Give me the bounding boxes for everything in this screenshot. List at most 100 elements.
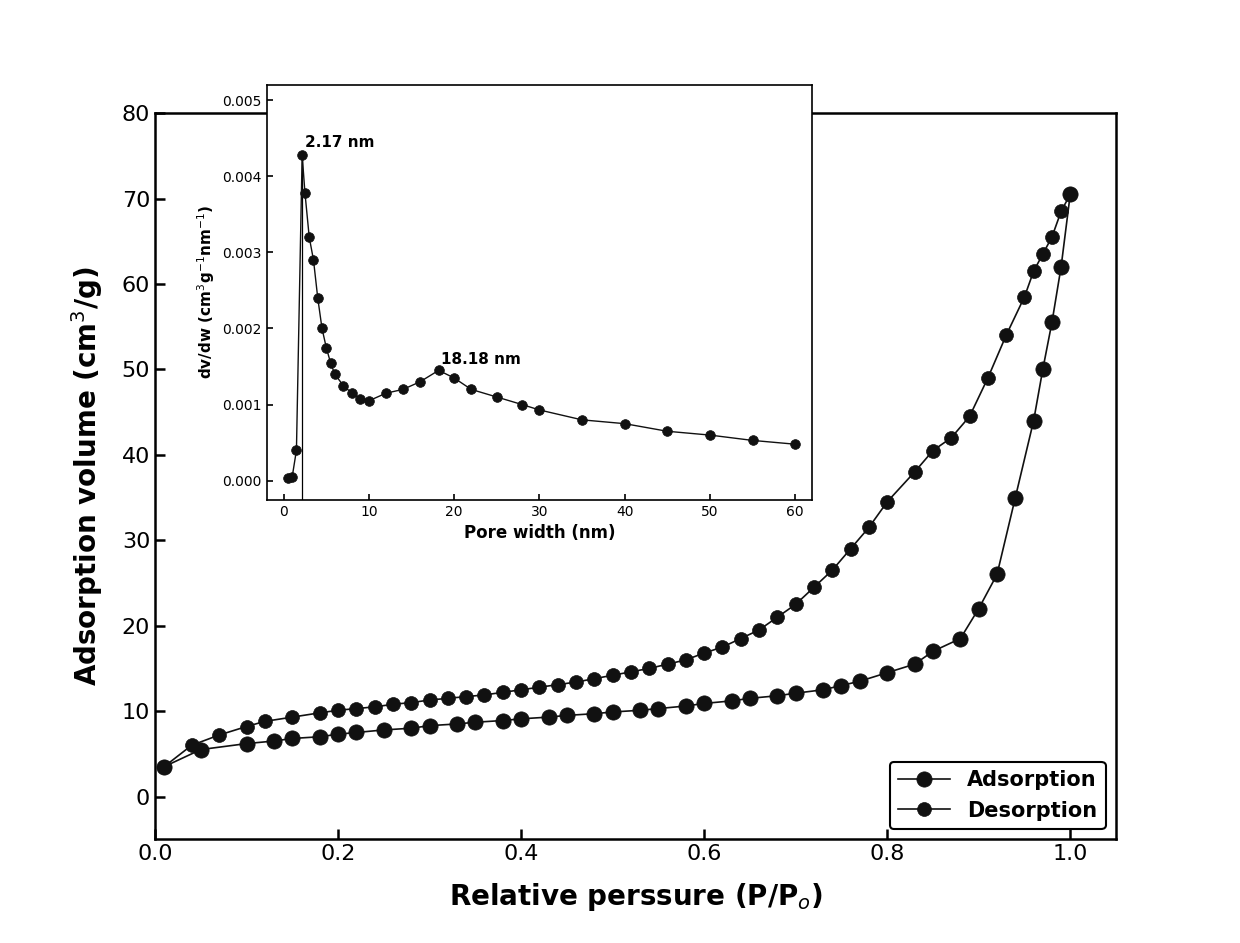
Desorption (624, 666, 639, 677)
Desorption (862, 521, 877, 533)
Adsorption (1063, 189, 1078, 200)
Desorption (962, 411, 977, 422)
Desorption (440, 693, 455, 704)
Desorption (422, 694, 436, 705)
Adsorption (852, 675, 867, 687)
Desorption (879, 496, 894, 507)
Desorption (825, 565, 839, 576)
Adsorption (1054, 261, 1069, 273)
Adsorption (559, 710, 574, 721)
Desorption (285, 711, 300, 722)
Desorption (981, 372, 996, 384)
Adsorption (743, 693, 758, 704)
Adsorption (879, 667, 894, 678)
Adsorption (971, 603, 986, 614)
Adsorption (632, 704, 647, 716)
Text: 18.18 nm: 18.18 nm (441, 352, 521, 367)
Adsorption (377, 724, 392, 736)
Desorption (908, 466, 923, 477)
Y-axis label: Adsorption volume (cm$^3$/g): Adsorption volume (cm$^3$/g) (69, 267, 105, 686)
Adsorption (450, 719, 465, 730)
Adsorption (1044, 317, 1059, 328)
Adsorption (605, 706, 620, 718)
Adsorption (990, 569, 1004, 580)
Desorption (348, 703, 363, 714)
Adsorption (422, 720, 436, 732)
Desorption (733, 633, 748, 644)
Adsorption (541, 711, 556, 722)
Desorption (587, 673, 601, 685)
X-axis label: Pore width (nm): Pore width (nm) (464, 524, 615, 542)
Line: Desorption: Desorption (157, 188, 1078, 773)
Adsorption (513, 713, 528, 724)
Desorption (239, 720, 254, 732)
Line: Adsorption: Adsorption (156, 187, 1078, 774)
Desorption (212, 729, 227, 740)
Desorption (532, 682, 547, 693)
Desorption (751, 624, 766, 636)
Desorption (1063, 189, 1078, 200)
Adsorption (193, 744, 208, 755)
Desorption (156, 761, 171, 772)
Desorption (367, 702, 382, 713)
Desorption (678, 654, 693, 666)
Adsorption (678, 701, 693, 712)
Adsorption (467, 717, 482, 728)
Desorption (331, 704, 346, 716)
Adsorption (587, 708, 601, 720)
Desorption (715, 641, 730, 653)
Y-axis label: dv/dw (cm$^3$g$^{-1}$nm$^{-1}$): dv/dw (cm$^3$g$^{-1}$nm$^{-1}$) (195, 206, 217, 379)
Adsorption (697, 698, 712, 709)
Adsorption (239, 738, 254, 750)
Text: 2.17 nm: 2.17 nm (305, 135, 374, 150)
Legend: Adsorption, Desorption: Adsorption, Desorption (890, 762, 1106, 829)
Adsorption (724, 695, 739, 706)
Desorption (513, 684, 528, 695)
Desorption (495, 687, 510, 698)
Desorption (312, 707, 327, 719)
Desorption (1035, 248, 1050, 259)
Desorption (660, 658, 675, 670)
Adsorption (770, 690, 785, 702)
Desorption (1054, 206, 1069, 217)
Desorption (477, 689, 492, 701)
Desorption (605, 670, 620, 681)
Desorption (1044, 231, 1059, 242)
Desorption (843, 543, 858, 554)
Desorption (404, 697, 419, 708)
Adsorption (925, 646, 940, 657)
Adsorption (651, 703, 666, 714)
Desorption (1017, 291, 1032, 303)
Adsorption (156, 761, 171, 772)
Desorption (1027, 266, 1042, 277)
Adsorption (312, 731, 327, 742)
Desorption (944, 432, 959, 443)
Adsorption (1008, 492, 1023, 504)
Desorption (459, 691, 474, 703)
Adsorption (1035, 364, 1050, 375)
Adsorption (816, 684, 831, 695)
Desorption (697, 648, 712, 659)
Adsorption (908, 658, 923, 670)
Adsorption (404, 722, 419, 734)
Desorption (770, 611, 785, 622)
Desorption (551, 679, 565, 690)
Adsorption (954, 633, 968, 644)
Desorption (789, 599, 804, 610)
Desorption (185, 739, 200, 751)
Desorption (258, 716, 273, 727)
Desorption (386, 699, 401, 710)
Adsorption (331, 729, 346, 740)
Desorption (569, 676, 584, 687)
Adsorption (267, 736, 281, 747)
Desorption (998, 330, 1013, 341)
Adsorption (1027, 415, 1042, 426)
Desorption (642, 663, 657, 674)
X-axis label: Relative perssure (P/P$_o$): Relative perssure (P/P$_o$) (449, 881, 822, 913)
Adsorption (835, 680, 849, 691)
Desorption (806, 582, 821, 593)
Adsorption (285, 733, 300, 744)
Adsorption (348, 727, 363, 738)
Adsorption (495, 715, 510, 726)
Desorption (925, 445, 940, 456)
